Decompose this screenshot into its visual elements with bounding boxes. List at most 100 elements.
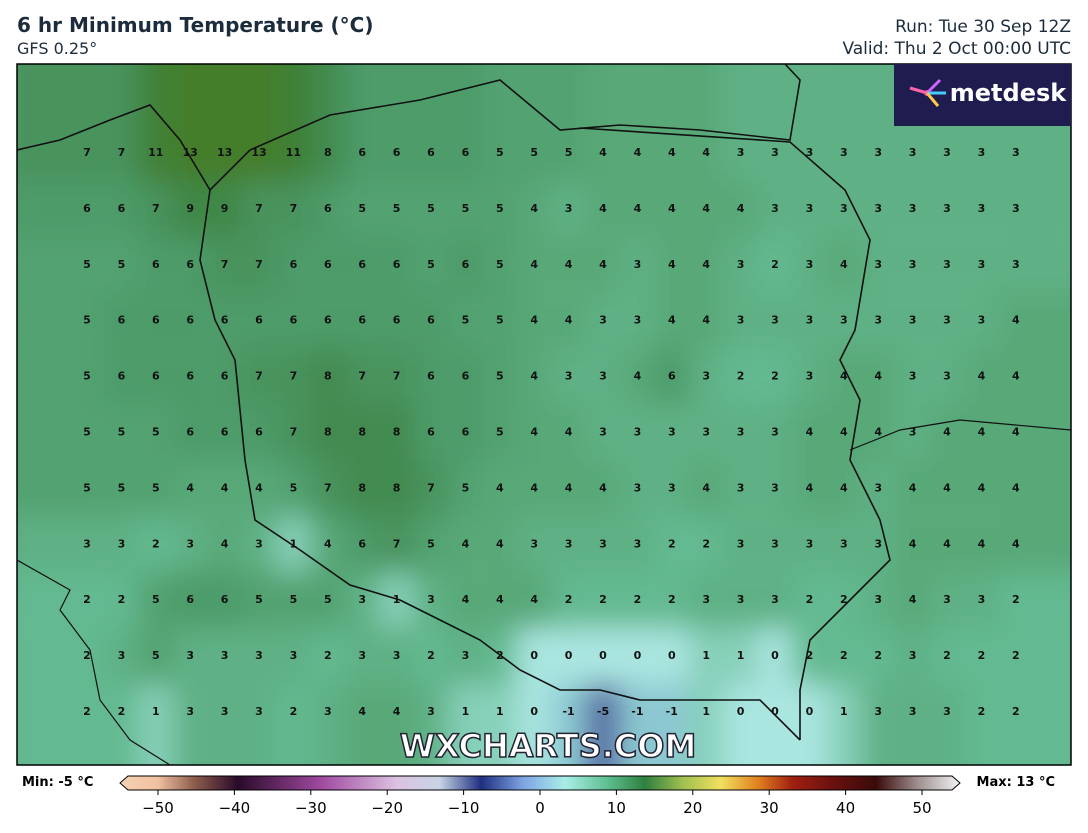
temperature-cell (689, 404, 724, 461)
temperature-cell (207, 460, 242, 517)
cell-value: 3 (1012, 146, 1020, 159)
cell-value: 3 (978, 593, 986, 606)
temperature-cell (551, 684, 586, 765)
temperature-cell (413, 180, 449, 237)
temperature-cell (17, 516, 105, 573)
cell-value: 3 (427, 593, 435, 606)
temperature-cell (17, 180, 105, 237)
cell-value: 3 (943, 314, 951, 327)
temperature-cell (173, 348, 208, 405)
temperature-cell (310, 684, 345, 765)
cell-value: 6 (358, 146, 366, 159)
cell-value: 4 (496, 481, 504, 494)
temperature-cell (104, 684, 139, 765)
cell-value: 8 (324, 370, 332, 383)
temperature-cell (17, 348, 105, 405)
cell-value: 4 (909, 481, 917, 494)
cell-value: 4 (978, 481, 986, 494)
temperature-cell (964, 516, 999, 573)
temperature-cell (964, 572, 999, 629)
cell-value: 7 (290, 370, 298, 383)
temperature-cell (379, 684, 414, 765)
temperature-cell (861, 404, 896, 461)
cell-value: 13 (251, 146, 266, 159)
temperature-cell (276, 348, 311, 405)
temperature-cell (173, 516, 208, 573)
run: Run: Tue 30 Sep 12Z (895, 17, 1071, 37)
temperature-cell (895, 460, 930, 517)
cell-value: 7 (290, 426, 298, 439)
cell-value: 4 (462, 593, 470, 606)
temperature-cell (310, 460, 345, 517)
temperature-cell (826, 64, 861, 181)
cell-value: 2 (668, 537, 676, 550)
cell-value: 8 (324, 146, 332, 159)
cell-value: 5 (83, 426, 91, 439)
temperature-cell (826, 292, 861, 349)
cell-value: 2 (152, 537, 160, 550)
cell-value: 5 (290, 593, 298, 606)
cell-value: 4 (874, 370, 882, 383)
temperature-cell (379, 516, 414, 573)
cell-value: 0 (771, 705, 779, 718)
cell-value: 6 (393, 146, 401, 159)
cell-value: 3 (806, 202, 814, 215)
cell-value: 6 (221, 314, 229, 327)
cell-value: 4 (806, 426, 814, 439)
temperature-cell (482, 460, 517, 517)
temperature-cell (241, 180, 277, 237)
temperature-cell (964, 348, 999, 405)
cell-value: 4 (668, 258, 676, 271)
temperature-cell (310, 628, 345, 685)
temperature-cell (276, 404, 311, 461)
temperature-cell (757, 684, 793, 765)
temperature-cell (654, 572, 689, 629)
temperature-cell (998, 572, 1071, 629)
temperature-cell (723, 292, 758, 349)
colorbar-tick-label: −20 (371, 799, 403, 817)
colorbar-tick-label: −40 (219, 799, 251, 817)
temperature-cell (104, 180, 139, 237)
cell-value: 2 (634, 593, 642, 606)
cell-value: 4 (530, 481, 538, 494)
temperature-cell (895, 348, 930, 405)
map-frame (16, 63, 1072, 766)
temperature-cell (517, 516, 552, 573)
cell-value: 4 (565, 258, 573, 271)
temperature-cell (104, 64, 139, 181)
temperature-cell (138, 572, 173, 629)
temperature-cell (448, 684, 483, 765)
cell-value: 5 (496, 258, 504, 271)
temperature-cell (620, 572, 655, 629)
temperature-cell (689, 516, 724, 573)
cell-value: 6 (118, 314, 126, 327)
cell-value: 5 (496, 314, 504, 327)
temperature-cell (757, 404, 793, 461)
temperature-cell (757, 516, 793, 573)
cell-value: 4 (737, 202, 745, 215)
cell-value: 11 (286, 146, 301, 159)
cell-value: 4 (702, 314, 710, 327)
cell-value: 3 (943, 370, 951, 383)
cell-value: 7 (83, 146, 91, 159)
temperature-cell (379, 460, 414, 517)
temperature-cell (448, 516, 483, 573)
cell-value: 7 (255, 258, 263, 271)
temperature-cell (173, 180, 208, 237)
temperature-cell (276, 684, 311, 765)
temperature-cell (689, 628, 724, 685)
cell-value: 6 (462, 370, 470, 383)
cell-value: 4 (358, 705, 366, 718)
temperature-cell (379, 348, 414, 405)
cell-value: 3 (255, 537, 263, 550)
cell-value: 4 (909, 537, 917, 550)
cell-value: 3 (565, 370, 573, 383)
temperature-cell (138, 64, 173, 181)
cell-value: 7 (255, 202, 263, 215)
cell-value: 2 (83, 705, 91, 718)
temperature-cell (585, 292, 621, 349)
temperature-cell (895, 236, 930, 293)
cell-value: 4 (530, 370, 538, 383)
temperature-cell (861, 180, 896, 237)
cell-value: 9 (186, 202, 194, 215)
